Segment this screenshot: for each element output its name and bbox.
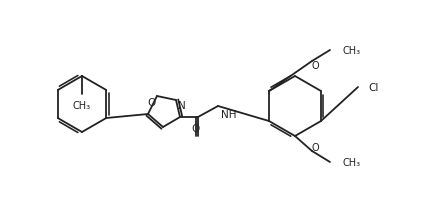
Text: NH: NH — [221, 110, 236, 119]
Text: CH₃: CH₃ — [73, 101, 91, 110]
Text: O: O — [192, 123, 200, 133]
Text: CH₃: CH₃ — [343, 46, 361, 56]
Text: Cl: Cl — [368, 83, 378, 93]
Text: O: O — [148, 98, 156, 108]
Text: O: O — [311, 61, 319, 71]
Text: N: N — [178, 101, 186, 110]
Text: CH₃: CH₃ — [343, 157, 361, 167]
Text: O: O — [311, 142, 319, 152]
